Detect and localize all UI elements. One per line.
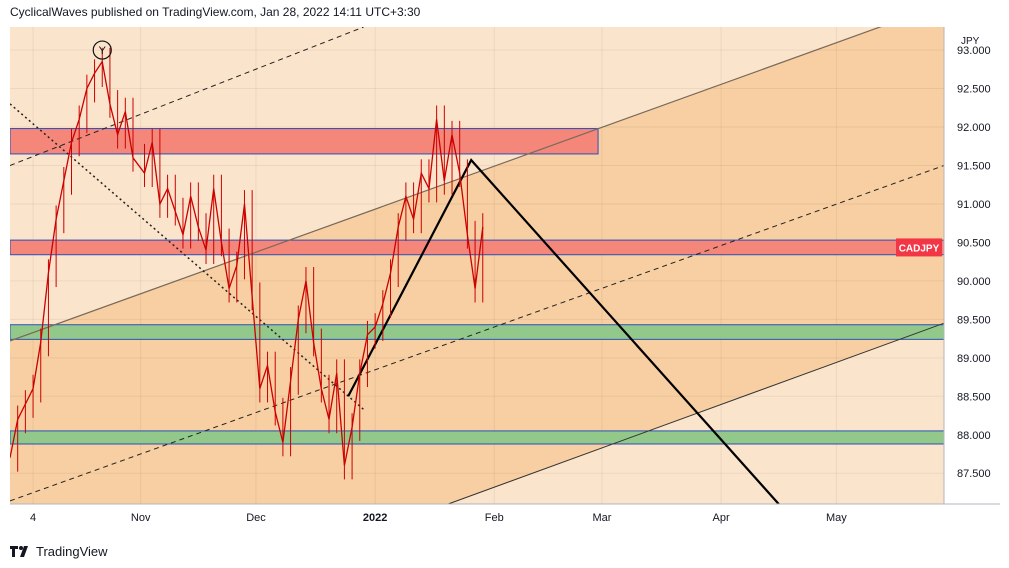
time-tick-label: Nov <box>131 512 151 524</box>
time-tick-label: Dec <box>246 512 266 524</box>
footer: TradingView <box>10 542 108 560</box>
price-tick-label: 88.000 <box>957 430 991 442</box>
currency-label: JPY <box>961 36 980 47</box>
symbol-badge-text: CADJPY <box>899 243 940 254</box>
price-series <box>9 47 484 480</box>
price-tick-label: 89.000 <box>957 353 991 365</box>
time-tick-label: Mar <box>592 512 611 524</box>
price-chart[interactable]: Y 87.500 88.000 88.500 89.000 89.500 90.000 90… <box>9 3 1000 534</box>
trend-lines <box>9 3 945 505</box>
price-tick-label: 92.500 <box>957 84 991 96</box>
price-tick-label: 93.000 <box>957 45 991 57</box>
tradingview-logo-icon <box>10 546 28 557</box>
channel-upper-line <box>9 3 945 342</box>
wave-label-circle <box>92 40 112 60</box>
price-tick-label: 89.500 <box>957 314 991 326</box>
time-tick-label: May <box>826 512 847 524</box>
upper-support-zone <box>9 239 945 256</box>
price-axis: 87.500 88.000 88.500 89.000 89.500 90.000 90.5… <box>943 27 991 504</box>
symbol-badge-box <box>896 238 942 257</box>
price-tick-label: 92.000 <box>957 122 991 134</box>
wave-label: Y <box>92 40 112 60</box>
low-support-zone <box>9 430 945 445</box>
publish-info: CyclicalWaves published on TradingView.c… <box>10 5 421 19</box>
time-tick-label: 2022 <box>363 512 387 524</box>
price-tick-label: 90.500 <box>957 237 991 249</box>
price-tick-label: 91.000 <box>957 199 991 211</box>
price-tick-label: 88.500 <box>957 391 991 403</box>
channel-lower-line <box>448 322 945 505</box>
tradingview-brand: TradingView <box>36 543 108 559</box>
time-tick-label: Apr <box>713 512 730 524</box>
price-line <box>9 59 484 466</box>
price-tick-label: 90.000 <box>957 276 991 288</box>
channel-mid-dashed-line <box>9 165 945 502</box>
mid-support-zone <box>9 324 945 340</box>
time-tick-label: 4 <box>30 512 36 524</box>
projection-zigzag <box>347 158 780 505</box>
channel-upper-dashed-line <box>9 26 364 166</box>
resistance-zone <box>9 128 599 155</box>
time-tick-label: Feb <box>485 512 504 524</box>
price-tick-label: 87.500 <box>957 468 991 480</box>
wave-label-text: Y <box>99 45 107 57</box>
support-resistance-zones <box>9 128 945 445</box>
price-tick-label: 91.500 <box>957 160 991 172</box>
chart-area[interactable]: Y 87.500 88.000 88.500 89.000 89.500 90.000 90… <box>9 3 1000 534</box>
symbol-badge: CADJPY <box>896 238 942 257</box>
time-axis: 4 Nov Dec 2022 Feb Mar Apr May <box>10 503 1000 524</box>
